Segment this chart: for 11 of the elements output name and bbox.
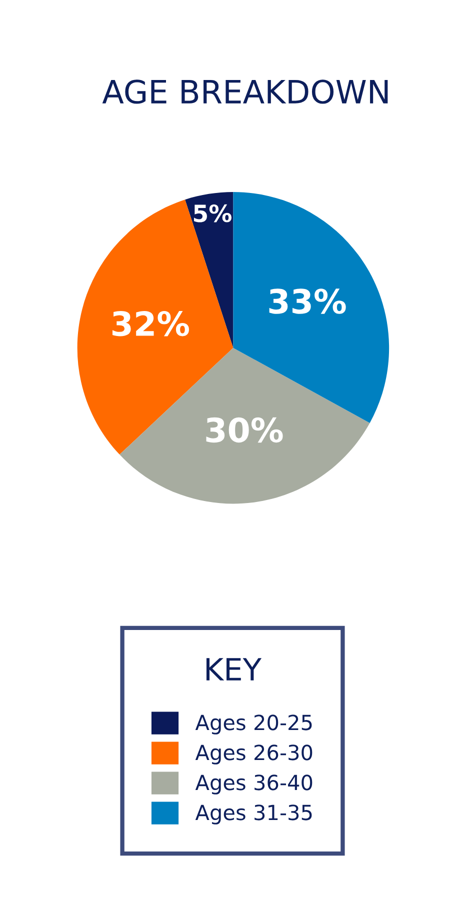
legend-label: Ages 20-25 xyxy=(195,714,312,734)
legend-title: KEY xyxy=(206,658,262,680)
data-label: 33% xyxy=(269,288,346,314)
data-label: 30% xyxy=(206,417,283,443)
chart-title: AGE BREAKDOWN xyxy=(102,80,388,104)
legend-label: Ages 36-40 xyxy=(195,774,312,794)
data-label: 32% xyxy=(112,310,189,336)
legend-label: Ages 26-30 xyxy=(195,744,312,764)
data-label: 5% xyxy=(194,204,232,222)
pie-slice xyxy=(120,348,370,504)
legend-label: Ages 31-35 xyxy=(195,804,312,824)
